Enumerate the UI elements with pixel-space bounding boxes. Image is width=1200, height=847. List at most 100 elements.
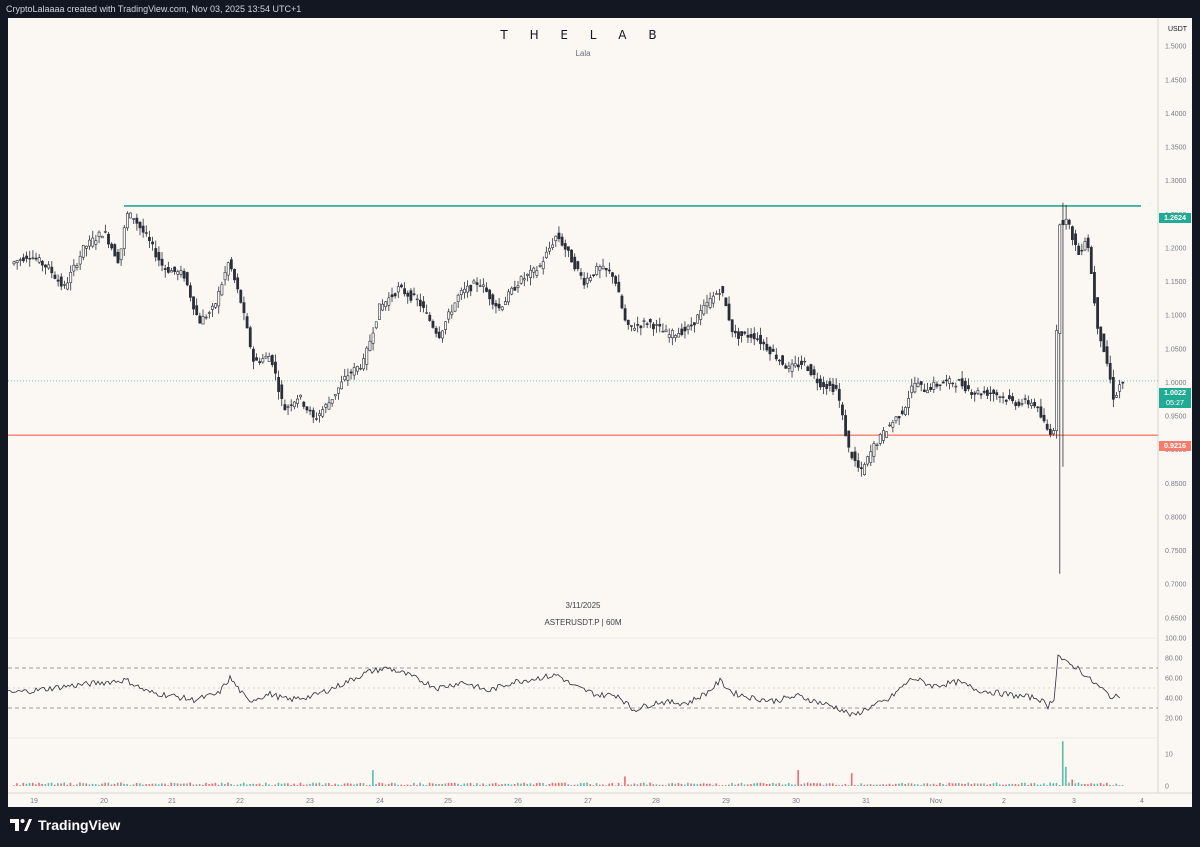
chart-title: T H E L A B bbox=[500, 28, 666, 42]
volume-bar bbox=[1071, 779, 1073, 786]
resistance-price-tag: 1.2624 bbox=[1159, 213, 1191, 223]
candle-body bbox=[173, 266, 177, 272]
candle-body bbox=[488, 289, 492, 300]
volume-bar bbox=[394, 783, 396, 786]
candle-body bbox=[755, 338, 759, 340]
candle-body bbox=[81, 245, 85, 258]
volume-bar bbox=[403, 784, 406, 786]
volume-bar bbox=[444, 783, 447, 786]
candle-body bbox=[314, 418, 318, 420]
candle-body bbox=[72, 264, 76, 272]
volume-bar bbox=[98, 784, 100, 786]
volume-bar bbox=[734, 784, 736, 786]
volume-bar bbox=[923, 783, 925, 786]
volume-bar bbox=[476, 783, 478, 786]
price-tick-label: 0.8500 bbox=[1165, 481, 1187, 488]
volume-bar bbox=[1090, 783, 1092, 786]
volume-bar bbox=[507, 783, 510, 786]
candle-body bbox=[189, 285, 192, 298]
volume-bar bbox=[992, 783, 995, 786]
candle-body bbox=[607, 269, 611, 272]
candle-body bbox=[22, 257, 25, 262]
candle-body bbox=[907, 398, 911, 408]
candle-body bbox=[800, 360, 803, 365]
candle-body bbox=[866, 456, 870, 465]
candle-body bbox=[144, 232, 148, 234]
candle-body bbox=[686, 325, 690, 330]
candle-body bbox=[116, 251, 120, 264]
candle-body bbox=[970, 392, 974, 395]
candle-body bbox=[730, 319, 734, 333]
volume-bar bbox=[362, 783, 365, 786]
volume-bar bbox=[148, 784, 151, 786]
candle-body bbox=[270, 354, 274, 366]
candle-body bbox=[122, 227, 126, 249]
chart-canvas[interactable]: USDT1.50001.45001.40001.35001.30001.2500… bbox=[8, 18, 1192, 807]
volume-bar bbox=[595, 783, 598, 786]
volume-bar bbox=[970, 784, 973, 786]
candle-body bbox=[516, 285, 520, 288]
volume-bar bbox=[157, 784, 160, 786]
candle-body bbox=[626, 319, 630, 325]
candle-body bbox=[1089, 247, 1093, 274]
candle-body bbox=[274, 361, 277, 374]
candle-body bbox=[390, 294, 394, 298]
volume-bar bbox=[1074, 783, 1077, 786]
candle-body bbox=[207, 312, 211, 314]
candle-body bbox=[768, 346, 772, 355]
candle-body bbox=[601, 265, 605, 270]
candle-body bbox=[463, 288, 466, 294]
candle-body bbox=[252, 348, 255, 362]
volume-bar bbox=[765, 783, 768, 786]
candle-body bbox=[951, 382, 955, 385]
tradingview-brand[interactable]: TradingView bbox=[10, 817, 120, 833]
volume-bar bbox=[202, 784, 204, 786]
candle-body bbox=[1118, 384, 1122, 392]
candle-body bbox=[859, 467, 863, 469]
volume-bar bbox=[1021, 782, 1023, 786]
candle-body bbox=[418, 299, 422, 307]
volume-bar bbox=[472, 785, 475, 786]
candle-body bbox=[1064, 218, 1068, 225]
candle-body bbox=[302, 401, 306, 407]
candle-body bbox=[469, 284, 473, 292]
candle-body bbox=[18, 259, 22, 261]
volume-bar bbox=[822, 785, 825, 786]
time-tick-label: 2 bbox=[1002, 798, 1006, 805]
volume-bar bbox=[1087, 784, 1089, 786]
candle-body bbox=[217, 290, 221, 307]
time-tick-label: 22 bbox=[236, 798, 244, 805]
candle-body bbox=[677, 333, 681, 338]
volume-bar bbox=[378, 782, 380, 786]
volume-bar bbox=[702, 783, 705, 786]
volume-bar bbox=[1046, 785, 1048, 786]
time-tick-label: 26 bbox=[514, 798, 522, 805]
volume-bar bbox=[368, 784, 371, 786]
volume-bar bbox=[800, 784, 803, 786]
candle-body bbox=[1042, 414, 1046, 422]
candle-body bbox=[598, 266, 602, 271]
volume-bar bbox=[945, 785, 947, 786]
volume-bar bbox=[47, 783, 50, 786]
candle-body bbox=[623, 308, 627, 321]
candle-body bbox=[333, 394, 337, 397]
volume-bar bbox=[1058, 785, 1061, 786]
candle-body bbox=[459, 290, 463, 296]
candle-body bbox=[897, 416, 901, 419]
candle-body bbox=[359, 367, 362, 370]
volume-bar bbox=[510, 784, 513, 786]
candle-body bbox=[1052, 430, 1055, 435]
volume-bar bbox=[173, 782, 176, 786]
candle-body bbox=[1001, 396, 1005, 398]
candle-body bbox=[437, 331, 441, 339]
candle-body bbox=[157, 252, 161, 261]
candle-body bbox=[683, 326, 687, 332]
volume-bar bbox=[592, 785, 595, 786]
chart-area[interactable]: USDT1.50001.45001.40001.35001.30001.2500… bbox=[8, 18, 1192, 807]
volume-bar bbox=[674, 783, 677, 786]
volume-bar bbox=[665, 785, 667, 786]
volume-bar bbox=[728, 784, 730, 786]
volume-bar bbox=[242, 782, 245, 786]
candle-body bbox=[696, 314, 699, 324]
candle-body bbox=[692, 322, 696, 326]
